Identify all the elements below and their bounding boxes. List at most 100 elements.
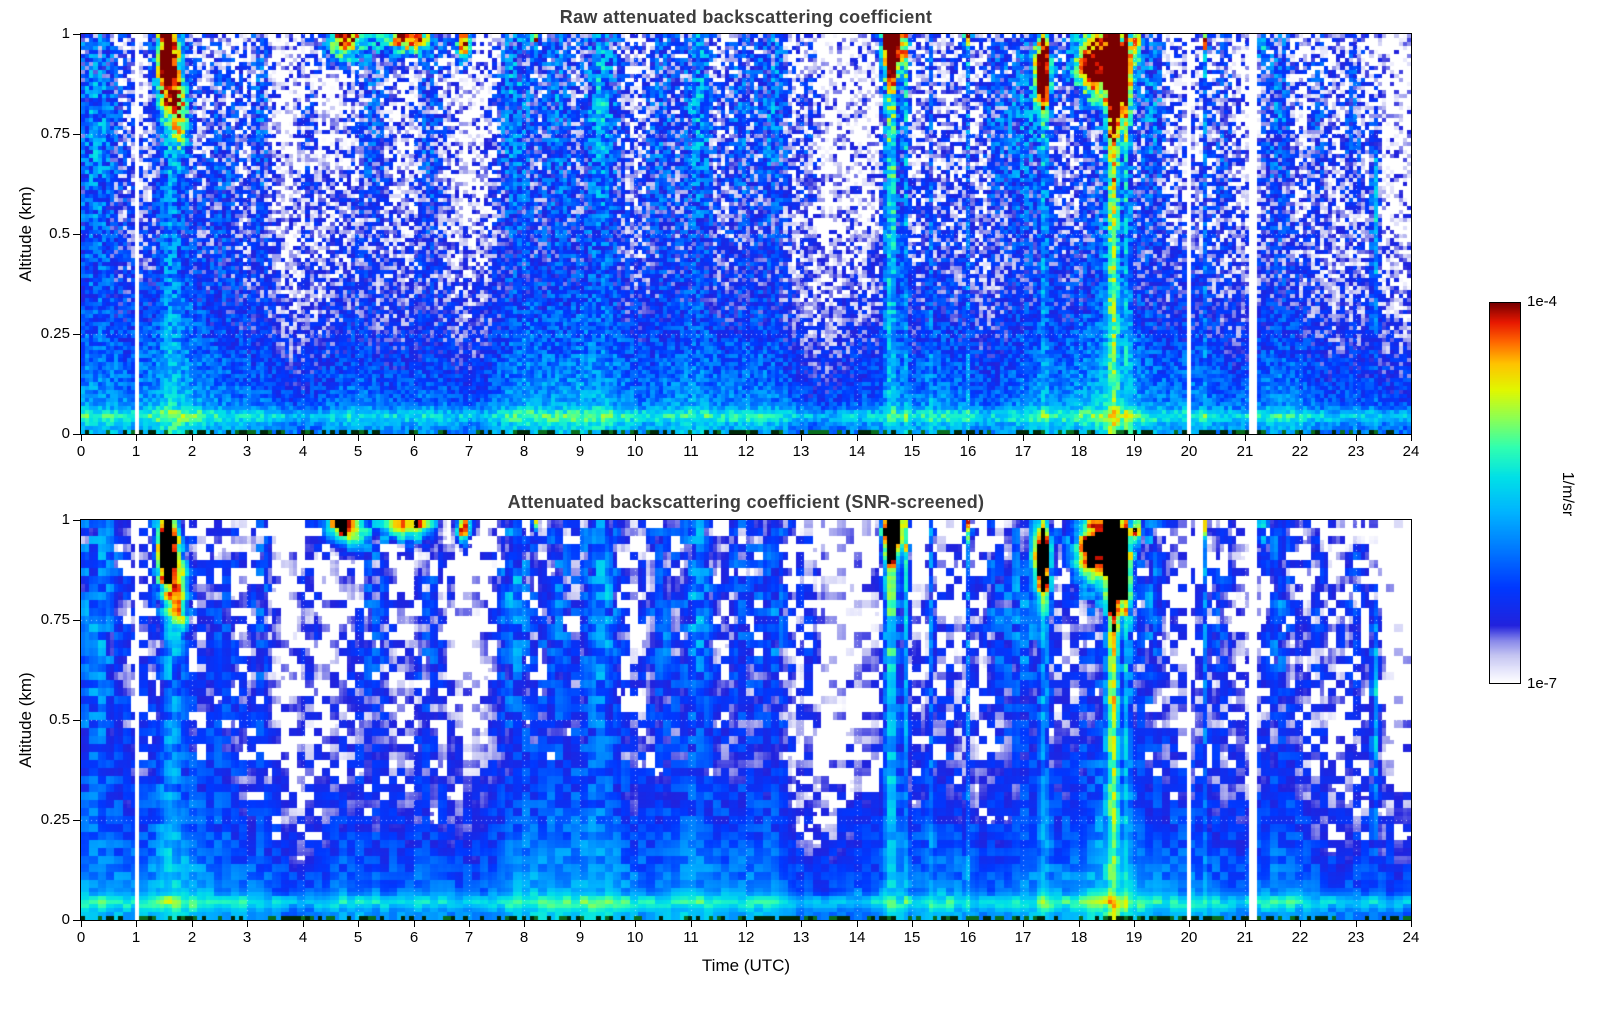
x-tick-mark: [1411, 921, 1412, 927]
x-tick-label: 20: [1180, 443, 1198, 460]
x-tick-label: 22: [1291, 443, 1309, 460]
x-tick-mark: [691, 921, 692, 927]
x-tick-mark: [1134, 435, 1135, 441]
x-tick-mark: [857, 435, 858, 441]
x-tick-label: 0: [76, 929, 86, 946]
colorbar: [1489, 302, 1521, 684]
x-tick-label: 2: [187, 443, 197, 460]
x-axis-label: Time (UTC): [701, 956, 791, 975]
x-tick-mark: [136, 435, 137, 441]
x-tick-label: 9: [575, 929, 585, 946]
y-tick-mark: [73, 334, 80, 335]
x-tick-label: 14: [848, 443, 866, 460]
x-tick-label: 4: [298, 443, 308, 460]
x-tick-label: 11: [683, 929, 699, 946]
x-tick-label: 21: [1236, 443, 1254, 460]
y-tick-label: 0.25: [40, 325, 70, 342]
x-tick-mark: [1356, 435, 1357, 441]
x-tick-label: 17: [1014, 929, 1032, 946]
y-tick-label: 1: [61, 511, 70, 528]
y-tick-label: 0.5: [49, 711, 70, 728]
colorbar-units-label: 1/m/sr: [1559, 471, 1576, 517]
x-tick-label: 8: [519, 929, 529, 946]
y-tick-label: 1: [61, 25, 70, 42]
x-tick-mark: [247, 435, 248, 441]
panel-title-screened: Attenuated backscattering coefficient (S…: [507, 492, 985, 512]
x-tick-label: 15: [903, 443, 921, 460]
x-tick-label: 1: [131, 443, 141, 460]
x-tick-mark: [524, 435, 525, 441]
x-tick-label: 24: [1402, 443, 1420, 460]
y-tick-label: 0.75: [40, 611, 70, 628]
colorbar-canvas: [1490, 303, 1520, 683]
x-tick-mark: [635, 435, 636, 441]
panel-title-raw: Raw attenuated backscattering coefficien…: [559, 7, 933, 27]
x-tick-mark: [469, 435, 470, 441]
x-tick-mark: [1411, 435, 1412, 441]
y-tick-mark: [73, 620, 80, 621]
x-tick-mark: [303, 435, 304, 441]
x-tick-label: 7: [464, 929, 474, 946]
x-tick-mark: [1079, 921, 1080, 927]
x-tick-mark: [1245, 435, 1246, 441]
x-tick-label: 10: [626, 443, 644, 460]
x-tick-label: 13: [792, 443, 810, 460]
x-tick-label: 4: [298, 929, 308, 946]
x-tick-label: 10: [626, 929, 644, 946]
x-tick-label: 6: [409, 929, 419, 946]
x-tick-label: 13: [792, 929, 810, 946]
x-tick-mark: [1023, 435, 1024, 441]
x-tick-label: 23: [1347, 443, 1365, 460]
x-tick-mark: [81, 435, 82, 441]
x-tick-label: 15: [903, 929, 921, 946]
y-tick-label: 0.25: [40, 811, 70, 828]
x-tick-mark: [580, 435, 581, 441]
colorbar-max-label: 1e-4: [1527, 293, 1558, 310]
x-tick-mark: [414, 435, 415, 441]
x-tick-mark: [1134, 921, 1135, 927]
heatmap-canvas-raw: [81, 34, 1411, 434]
x-tick-mark: [580, 921, 581, 927]
heatmap-plot-raw: [80, 33, 1412, 435]
x-tick-label: 8: [519, 443, 529, 460]
x-tick-mark: [247, 921, 248, 927]
x-tick-mark: [746, 921, 747, 927]
x-tick-mark: [857, 921, 858, 927]
x-tick-mark: [1189, 435, 1190, 441]
x-tick-mark: [1300, 921, 1301, 927]
x-tick-mark: [1300, 435, 1301, 441]
x-tick-mark: [801, 921, 802, 927]
colorbar-min-label: 1e-7: [1527, 675, 1558, 692]
x-tick-label: 5: [353, 443, 363, 460]
x-tick-mark: [358, 435, 359, 441]
x-tick-label: 19: [1125, 929, 1143, 946]
x-tick-label: 1: [131, 929, 141, 946]
y-tick-label: 0: [61, 911, 70, 928]
x-tick-label: 23: [1347, 929, 1365, 946]
y-tick-mark: [73, 434, 80, 435]
y-tick-label: 0.75: [40, 125, 70, 142]
x-tick-mark: [1245, 921, 1246, 927]
x-tick-mark: [801, 435, 802, 441]
y-tick-mark: [73, 234, 80, 235]
y-tick-mark: [73, 520, 80, 521]
x-tick-label: 18: [1070, 929, 1088, 946]
x-tick-mark: [968, 435, 969, 441]
x-tick-mark: [414, 921, 415, 927]
x-tick-mark: [136, 921, 137, 927]
y-tick-label: 0.5: [49, 225, 70, 242]
x-tick-label: 12: [737, 443, 755, 460]
y-tick-mark: [73, 34, 80, 35]
x-tick-mark: [81, 921, 82, 927]
x-tick-label: 3: [242, 929, 252, 946]
x-tick-label: 16: [959, 929, 977, 946]
x-tick-mark: [1079, 435, 1080, 441]
y-tick-label: 0: [61, 425, 70, 442]
x-tick-label: 16: [959, 443, 977, 460]
x-tick-label: 0: [76, 443, 86, 460]
x-tick-label: 24: [1402, 929, 1420, 946]
x-tick-mark: [968, 921, 969, 927]
x-tick-label: 18: [1070, 443, 1088, 460]
x-tick-mark: [691, 435, 692, 441]
